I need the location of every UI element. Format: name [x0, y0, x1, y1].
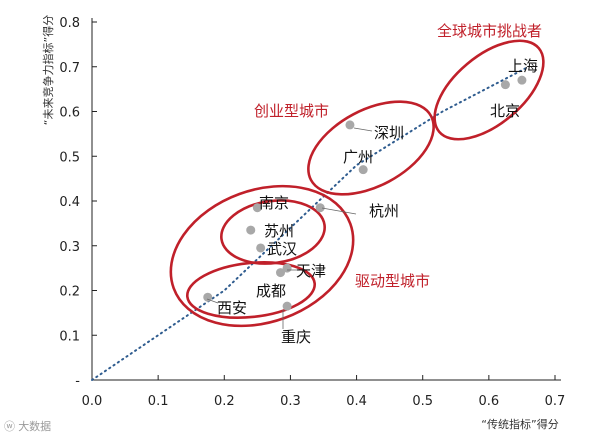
- y-tick-label: 0.2: [59, 285, 80, 300]
- x-tick-label: 0.0: [82, 394, 103, 409]
- y-tick-label: 0.7: [59, 61, 80, 76]
- point-label: 北京: [490, 102, 520, 120]
- data-point: [500, 80, 510, 90]
- group-label: 驱动型城市: [355, 272, 430, 290]
- point-label: 苏州: [264, 222, 294, 240]
- point-label: 西安: [217, 299, 247, 317]
- point-label: 重庆: [281, 328, 311, 346]
- point-label: 天津: [296, 262, 326, 280]
- x-axis-label: “传统指标”得分: [481, 417, 558, 431]
- data-point: [256, 243, 266, 253]
- point-label: 杭州: [369, 202, 399, 220]
- x-tick-label: 0.4: [346, 394, 367, 409]
- x-tick-label: 0.7: [545, 394, 566, 409]
- data-point: [203, 292, 213, 302]
- ellipse-driven-inner: [185, 261, 317, 319]
- data-point: [246, 225, 256, 235]
- x-tick-label: 0.3: [280, 394, 301, 409]
- data-point: [345, 120, 355, 130]
- leader-line: [353, 127, 373, 132]
- x-tick-label: 0.5: [412, 394, 433, 409]
- y-tick-label: -: [75, 374, 80, 389]
- x-tick-label: 0.1: [148, 394, 169, 409]
- y-tick-label: 0.8: [59, 16, 80, 31]
- point-label: 南京: [259, 194, 289, 212]
- data-point: [517, 75, 527, 85]
- x-tick-label: 0.6: [479, 394, 500, 409]
- point-label: 成都: [256, 282, 286, 300]
- watermark: ⓦ 大数据: [4, 418, 51, 434]
- x-tick-label: 0.2: [214, 394, 235, 409]
- y-tick-label: 0.5: [59, 150, 80, 165]
- trend-line: [91, 65, 530, 381]
- ellipse-startup: [307, 100, 435, 196]
- data-point: [276, 268, 286, 278]
- point-label: 上海: [508, 57, 538, 75]
- leader-line: [206, 298, 219, 304]
- data-point: [252, 203, 262, 213]
- y-tick-label: 0.4: [59, 195, 80, 210]
- group-label: 全球城市挑战者: [437, 22, 542, 40]
- y-tick-label: 0.6: [59, 106, 80, 121]
- group-label: 创业型城市: [254, 102, 329, 120]
- data-point: [358, 165, 368, 175]
- weibo-icon: ⓦ: [4, 420, 15, 433]
- ellipse-global-challenger: [433, 39, 545, 141]
- y-tick-label: 0.3: [59, 240, 80, 255]
- data-point: [315, 203, 325, 213]
- point-label: 广州: [343, 148, 373, 166]
- point-label: 武汉: [267, 240, 297, 258]
- leader-line: [321, 207, 357, 215]
- point-label: 深圳: [374, 124, 404, 142]
- data-point: [282, 301, 292, 311]
- y-tick-label: 0.1: [59, 329, 80, 344]
- watermark-text: 大数据: [18, 420, 52, 433]
- y-axis-label: “未来竞争力指标”得分: [41, 15, 55, 125]
- ellipse-driven-outer: [169, 184, 355, 328]
